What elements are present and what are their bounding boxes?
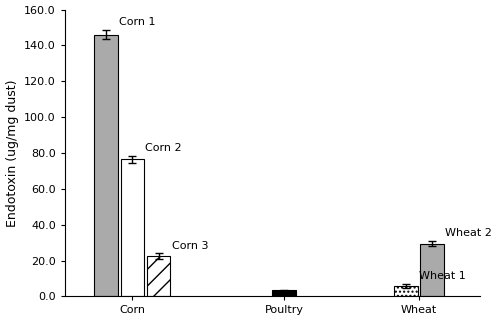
Text: Wheat 2: Wheat 2 (446, 228, 492, 238)
Bar (420, 244, 444, 296)
Text: Corn 2: Corn 2 (146, 143, 182, 153)
Bar (272, 290, 296, 296)
Bar (147, 256, 171, 296)
Bar (94, 35, 118, 296)
Text: Corn 1: Corn 1 (119, 17, 156, 28)
Text: Corn 3: Corn 3 (172, 241, 208, 251)
Bar (394, 286, 418, 296)
Bar (120, 159, 144, 296)
Y-axis label: Endotoxin (ug/mg dust): Endotoxin (ug/mg dust) (6, 79, 18, 227)
Text: Wheat 1: Wheat 1 (419, 271, 466, 281)
